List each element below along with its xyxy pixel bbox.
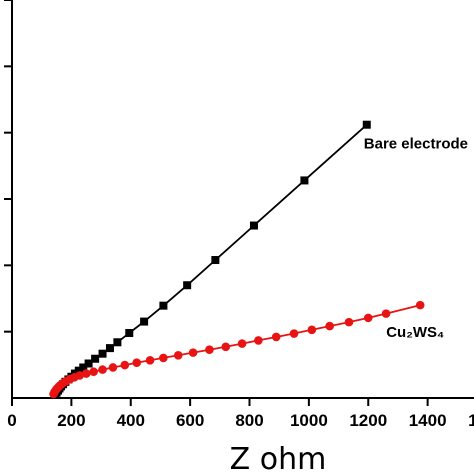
data-point [362,120,371,129]
series-label-bare-electrode: Bare electrode [364,136,468,153]
series-cu2ws4 [49,300,425,399]
data-point [188,348,198,357]
x-tick-label: 0 [7,411,16,430]
data-point [132,358,141,368]
data-point [173,350,183,360]
x-tick-label: 400 [117,411,145,430]
x-tick-label: 1000 [290,411,328,430]
y-axis-ticks [4,0,12,333]
data-point [108,363,118,372]
data-point [84,359,93,368]
data-point [381,309,391,318]
x-tick-label: 1400 [409,411,447,430]
data-point [125,328,134,337]
data-point [79,363,88,372]
data-point [300,176,309,185]
data-point [140,317,149,326]
data-point [271,332,281,342]
data-point [74,366,83,375]
data-point [159,353,168,363]
data-point [415,300,425,310]
data-point [159,301,168,310]
data-point [205,345,214,355]
data-point [91,354,100,363]
data-point [307,325,317,335]
series-layer [49,120,425,399]
data-point [75,371,84,380]
data-point [98,349,107,358]
x-tick-label: 600 [176,411,204,430]
series-bare-electrode [51,120,371,399]
data-point [89,367,98,377]
data-point [344,317,354,327]
x-axis: 0 200 400 600 800 1000 1200 1400 1600 Z ohm [7,397,474,474]
x-tick-label: 800 [235,411,263,430]
data-point [113,338,122,347]
data-point [325,321,334,331]
data-point [211,256,220,265]
data-point [237,339,247,348]
data-point [145,356,155,365]
data-point [120,360,130,370]
data-point [254,336,263,345]
series-label-cu2ws4: Cu₂WS₄ [386,324,444,341]
data-point [363,313,373,323]
series-labels: Bare electrode Cu₂WS₄ [364,136,468,341]
data-point [289,329,299,338]
data-point [105,344,114,353]
x-tick-label: 1200 [349,411,387,430]
data-point [183,281,192,290]
x-axis-ticks: 0 200 400 600 800 1000 1200 1400 1600 [7,398,474,430]
y-axis [4,0,13,398]
x-tick-label: 200 [57,411,85,430]
x-axis-title: Z ohm [230,442,327,474]
data-point [98,365,107,374]
data-point [81,369,91,378]
data-point [221,342,231,352]
x-tick-label: 1600 [468,411,474,430]
data-point [249,221,258,230]
